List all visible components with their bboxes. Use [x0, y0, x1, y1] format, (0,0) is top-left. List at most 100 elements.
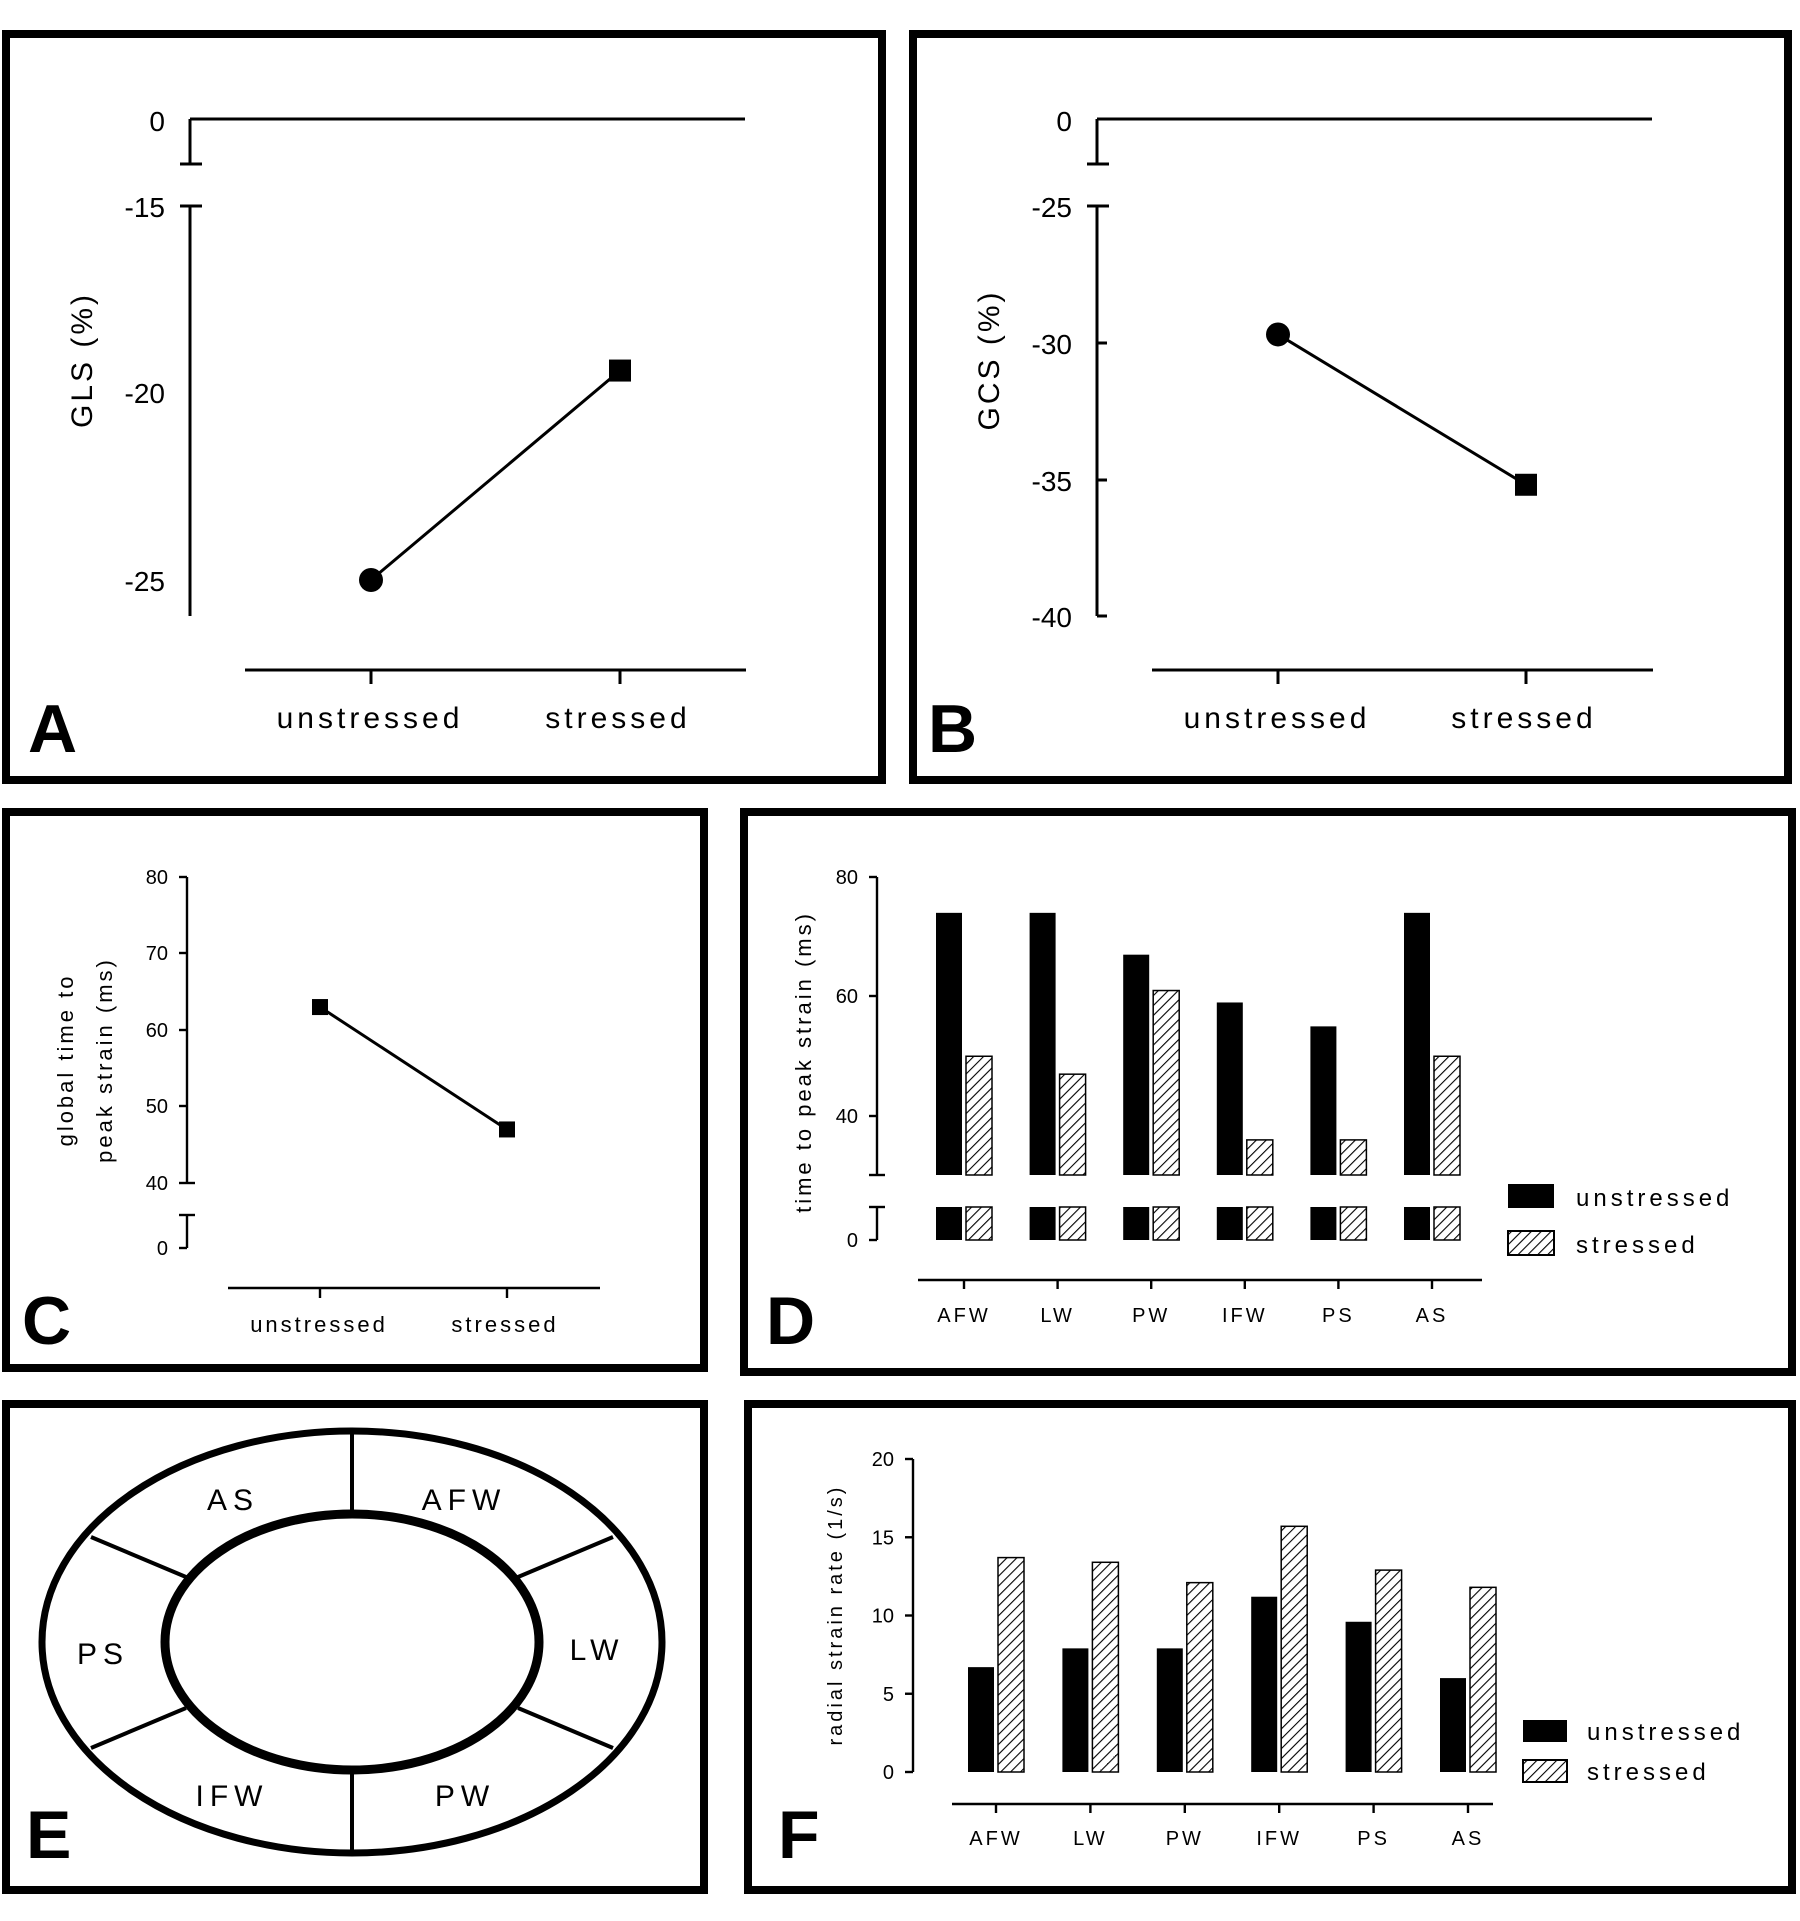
panel-b-point-unstressed	[1266, 322, 1290, 347]
panel-c-y-axis-label-line2: peak strain (ms)	[92, 957, 117, 1163]
panel-c-y-tick-label: 0	[157, 1238, 168, 1260]
panel-f-x-tick-label: LW	[1073, 1828, 1108, 1850]
panel-f-legend-swatch-unstressed	[1523, 1720, 1567, 1742]
panel-c-x-tick-label: unstressed	[250, 1312, 388, 1337]
panel-letter-c: C	[22, 1283, 71, 1359]
panel-f-legend-swatch-stressed	[1522, 1759, 1568, 1783]
panel-f-y-tick-label: 20	[872, 1449, 894, 1471]
panel-e-diagram: AS AFW LW PW IFW PS	[38, 1427, 666, 1857]
panel-a-chart: 0 -15 -20 -25 unstressed stressed GLS (%…	[66, 106, 746, 735]
panel-d-bar-stressed-IFW	[1246, 1139, 1274, 1176]
panel-e-divider	[517, 1706, 614, 1750]
panel-c-y-axis-label-line1: global time to	[53, 974, 78, 1147]
panel-a-y-tick-label: -15	[125, 192, 165, 223]
panel-b-x-tick-label: unstressed	[1184, 702, 1371, 735]
panel-d-bar-stressed-LW	[1058, 1073, 1087, 1176]
panel-f-x-tick-label: PS	[1357, 1828, 1390, 1850]
panel-d-bar-stressed-PW	[1152, 989, 1180, 1176]
panel-e-segment-label-afw: AFW	[422, 1484, 507, 1517]
panel-f-y-ticks: 20 15 10 5 0	[872, 1449, 913, 1784]
panel-c-x-tick-label: stressed	[451, 1312, 558, 1337]
panel-d-x-tick-label: LW	[1040, 1305, 1075, 1327]
panel-f-bar-stressed-PW	[1186, 1581, 1214, 1773]
panel-d-bar-stressed-PS	[1339, 1139, 1368, 1176]
panel-d-bar-stressed-AFW	[965, 1055, 993, 1176]
panel-e-segment-label-lw: LW	[570, 1634, 625, 1667]
panel-d-y-tick-label: 60	[836, 986, 858, 1008]
panel-d-y-tick-label: 40	[836, 1106, 858, 1128]
panel-f-y-tick-label: 10	[872, 1606, 894, 1628]
panel-a-y-tick-label: 0	[149, 106, 165, 137]
panel-d-y-axis-label: time to peak strain (ms)	[791, 911, 816, 1213]
panel-d-frame	[740, 808, 1796, 1376]
panel-d-x-tick-label: AS	[1416, 1305, 1449, 1327]
panel-d-bar-unstressed-LW-base	[1029, 1207, 1056, 1240]
panel-d-chart: 80 60 40 0 time to peak strain (ms) AFW L…	[791, 867, 1733, 1327]
panel-f-y-tick-label: 0	[883, 1762, 894, 1784]
panel-letter-b: B	[928, 691, 977, 767]
panel-d-bar-stressed-LW-base	[1058, 1206, 1087, 1241]
panel-c-marks	[312, 999, 515, 1138]
panel-b-y-tick-label: 0	[1056, 106, 1072, 137]
panel-d-bar-unstressed-AFW	[936, 912, 962, 1175]
panel-b-marks	[1266, 322, 1537, 496]
panel-e-segment-label-ifw: IFW	[196, 1780, 269, 1813]
panel-b-y-axis-label: GCS (%)	[973, 290, 1006, 431]
panel-f-y-axis-label: radial strain rate (1/s)	[825, 1485, 847, 1746]
panel-c-point-unstressed	[312, 999, 328, 1016]
panel-d-bar-unstressed-IFW-base	[1216, 1207, 1243, 1240]
panel-d-y-tick-label: 0	[847, 1230, 858, 1252]
panel-d-legend-swatch-unstressed	[1508, 1184, 1554, 1208]
panel-e-divider	[90, 1706, 187, 1750]
panel-c-y-tick-label: 80	[146, 867, 168, 889]
panel-a-y-tick-label: -20	[125, 378, 165, 409]
panel-a-series-line	[370, 369, 621, 582]
panel-f-bar-unstressed-PS	[1345, 1621, 1372, 1772]
panel-a-x-tick-label: unstressed	[277, 702, 464, 735]
panel-f-bar-unstressed-PW	[1156, 1648, 1183, 1772]
panel-b-y-tick-label: -25	[1032, 192, 1072, 223]
panel-f-bar-stressed-IFW	[1280, 1525, 1308, 1773]
panel-a-point-stressed	[609, 359, 631, 382]
panel-f-bar-stressed-LW	[1091, 1561, 1120, 1773]
panel-b-y-tick-label: -40	[1032, 602, 1072, 633]
panel-e-segment-label-ps: PS	[77, 1638, 129, 1671]
panel-d-bar-stressed-IFW-base	[1246, 1206, 1274, 1241]
panel-letter-a: A	[28, 691, 77, 767]
panel-d-x-tick-label: PW	[1132, 1305, 1170, 1327]
panel-f-bar-stressed-AS	[1469, 1586, 1497, 1773]
panel-d-legend-swatch-stressed	[1507, 1230, 1555, 1256]
panel-d-legend-label-stressed: stressed	[1576, 1232, 1699, 1259]
panel-d-marks: AFW LW PW IFW PS AS	[936, 912, 1461, 1327]
panel-d-bar-unstressed-LW	[1029, 912, 1056, 1175]
panel-c-series-line	[319, 1005, 508, 1131]
panel-b-x-tick-label: stressed	[1451, 702, 1596, 735]
panel-d-bar-unstressed-AFW-base	[936, 1207, 962, 1240]
panel-c-frame	[2, 808, 708, 1372]
panel-letter-e: E	[26, 1797, 71, 1873]
panel-d-x-tick-label: IFW	[1222, 1305, 1268, 1327]
panel-d-bar-stressed-AS	[1433, 1055, 1461, 1176]
panel-e-divider	[517, 1535, 614, 1579]
panel-f-x-tick-label: AFW	[969, 1828, 1022, 1850]
panel-f-legend-label-unstressed: unstressed	[1587, 1719, 1744, 1746]
panel-b-chart: 0 -25 -30 -35 -40 unstressed stressed GC…	[973, 106, 1653, 735]
panel-c-y-tick-label: 70	[146, 943, 168, 965]
panel-a-y-tick-label: -25	[125, 566, 165, 597]
panel-c-y-tick-label: 50	[146, 1096, 168, 1118]
panel-e-divider	[90, 1535, 187, 1579]
panel-d-bar-unstressed-AS-base	[1404, 1207, 1430, 1240]
panel-d-bar-unstressed-AS	[1404, 912, 1430, 1175]
panel-a-x-tick-label: stressed	[545, 702, 690, 735]
panel-d-y-tick-label: 80	[836, 867, 858, 889]
panel-c-y-tick-label: 40	[146, 1173, 168, 1195]
panel-letter-f: F	[778, 1797, 820, 1873]
panel-d-x-tick-label: AFW	[937, 1305, 990, 1327]
panel-e-segment-label-as: AS	[207, 1484, 259, 1517]
panel-c-chart: 80 70 60 50 40 0 unstressed stressed glo…	[53, 867, 600, 1337]
panel-d-bar-stressed-PW-base	[1152, 1206, 1180, 1241]
panel-letter-d: D	[766, 1283, 815, 1359]
panel-d-legend-label-unstressed: unstressed	[1576, 1185, 1733, 1212]
panel-d-bar-stressed-PS-base	[1339, 1206, 1368, 1241]
panel-f-bar-unstressed-AS	[1440, 1678, 1466, 1772]
